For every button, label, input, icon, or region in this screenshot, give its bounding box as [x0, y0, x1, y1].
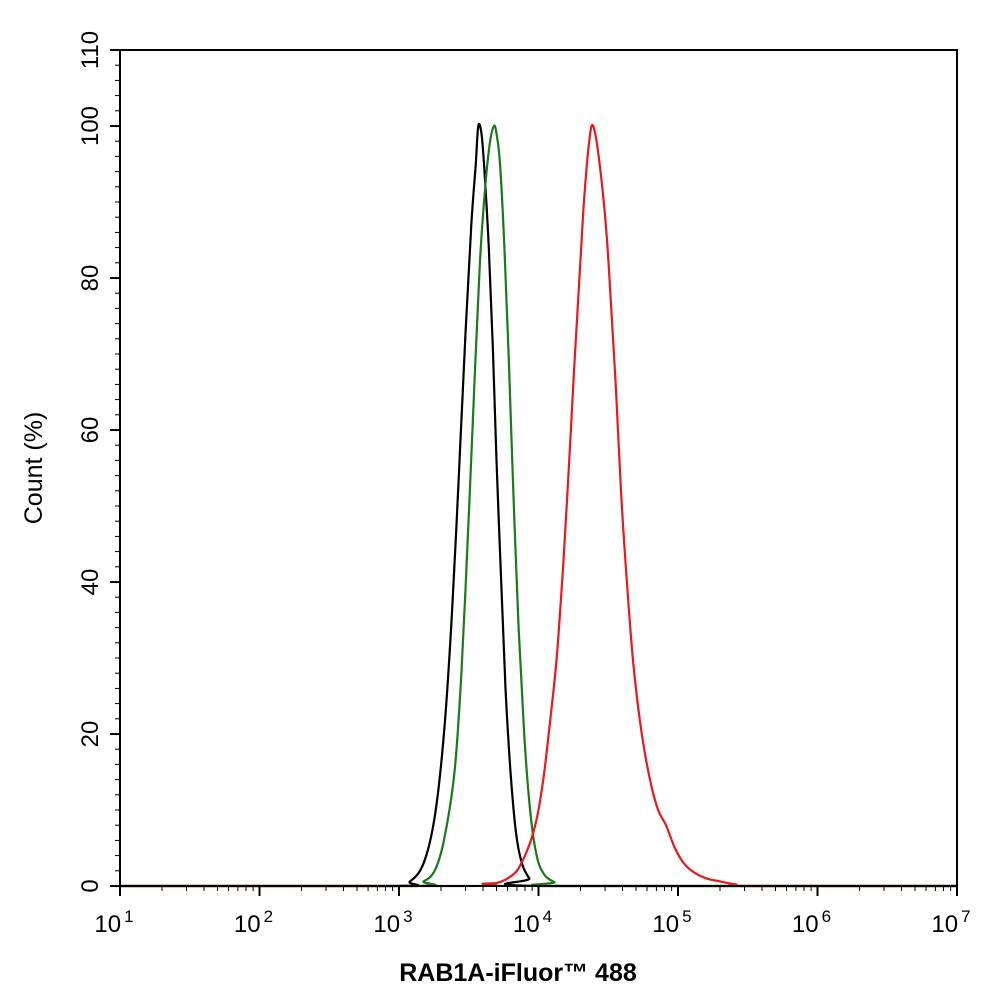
x-tick-base: 10: [931, 911, 958, 938]
y-axis: 0 20 40 60 80 100 110: [77, 31, 120, 893]
x-tick-exponent: 1: [124, 907, 133, 926]
series-line-3: [120, 123, 957, 888]
y-tick-label: 80: [77, 265, 104, 292]
x-tick-label: 10 4: [513, 907, 552, 938]
x-tick-exponent: 7: [961, 907, 970, 926]
x-tick-base: 10: [652, 911, 679, 938]
plot-area: [120, 50, 957, 886]
y-tick-label: 60: [77, 417, 104, 444]
x-axis-label: RAB1A-iFluor™ 488: [399, 959, 637, 987]
series-layer: [120, 122, 957, 888]
x-tick-base: 10: [234, 911, 261, 938]
x-tick-base: 10: [792, 911, 819, 938]
x-tick-label: 10 7: [931, 907, 970, 938]
x-tick-label: 10 5: [652, 907, 691, 938]
x-tick-label: 10 1: [94, 907, 133, 938]
x-tick-exponent: 4: [543, 907, 552, 926]
x-tick-exponent: 2: [264, 907, 273, 926]
y-tick-label: 100: [77, 106, 104, 146]
x-tick-base: 10: [373, 911, 400, 938]
y-tick-label: 110: [77, 31, 104, 69]
y-axis-label: Count (%): [20, 412, 48, 525]
x-tick-base: 10: [513, 911, 540, 938]
y-tick-label: 0: [77, 879, 104, 892]
x-tick-label: 10 6: [792, 907, 831, 938]
x-tick-exponent: 5: [682, 907, 691, 926]
x-tick-exponent: 3: [403, 907, 412, 926]
series-line-1: [120, 122, 957, 888]
x-tick-label: 10 3: [373, 907, 412, 938]
x-tick-label: 10 2: [234, 907, 273, 938]
series-line-2: [120, 124, 957, 888]
y-tick-label: 40: [77, 569, 104, 596]
x-axis: 10 1 10 2 10 3 10 4 10 5 10 6 10 7: [94, 886, 971, 938]
y-tick-label: 20: [77, 721, 104, 748]
x-tick-exponent: 6: [822, 907, 831, 926]
x-tick-base: 10: [94, 911, 121, 938]
